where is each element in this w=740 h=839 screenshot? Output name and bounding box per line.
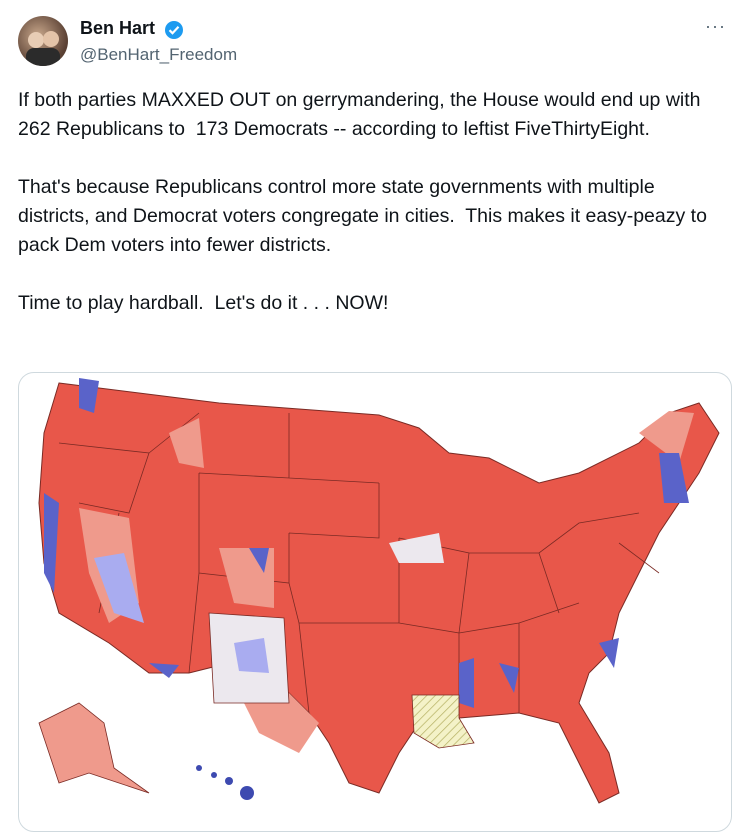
district-map [38,378,720,804]
pink-region [244,693,319,753]
author-name[interactable]: Ben Hart [80,18,156,38]
more-menu[interactable]: ··· [705,16,726,36]
avatar-image [26,31,60,66]
us-outline [38,382,720,804]
paragraph: If both parties MAXXED OUT on gerrymande… [18,89,706,140]
light-blue-region [389,533,444,563]
hawaii [196,765,254,800]
louisiana-hatched [411,694,475,749]
blue-region [459,658,474,708]
paragraph: Time to play hardball. Let's do it . . .… [18,292,389,314]
blue-region [599,638,619,668]
blue-region [149,663,179,678]
verified-badge [165,21,183,39]
blue-region [249,548,269,573]
author-handle[interactable]: @BenHart_Freedom [80,45,238,64]
paragraph: That's because Republicans control more … [18,176,713,256]
blue-region [44,493,59,593]
blue-region [79,378,99,413]
light-blue-region [234,638,269,673]
media-card[interactable] [18,372,732,832]
pink-region [169,418,204,468]
light-blue-region [94,553,144,623]
pink-region [639,411,694,463]
avatar[interactable] [18,16,68,66]
blue-region [659,453,689,503]
alaska [38,702,150,794]
blue-region [499,663,519,693]
tweet-text: If both parties MAXXED OUT on gerrymande… [18,86,730,347]
